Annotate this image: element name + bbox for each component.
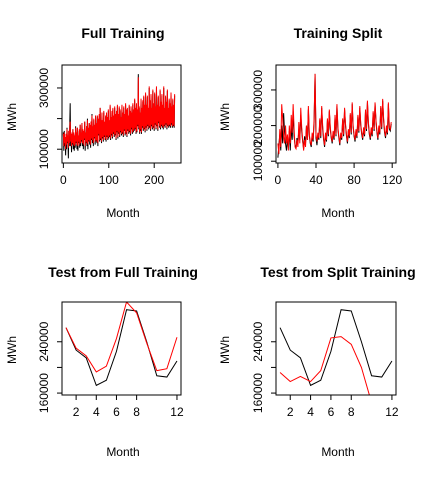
- plot-frame: [61, 301, 182, 396]
- series-line-black: [65, 309, 178, 387]
- x-tick-label: 6: [113, 405, 120, 419]
- y-axis-label: MWh: [5, 336, 19, 364]
- x-axis-label: Month: [321, 206, 354, 220]
- x-tick-label: 80: [347, 173, 361, 187]
- x-tick-label: 12: [170, 405, 184, 419]
- plot-title: Training Split: [294, 25, 383, 41]
- y-axis-label: MWh: [5, 103, 19, 131]
- series-line-red: [65, 302, 178, 373]
- plot-title: Full Training: [81, 25, 164, 41]
- y-axis-label: MWh: [218, 336, 232, 364]
- x-tick-label: 0: [275, 173, 282, 187]
- plot-frame: [275, 64, 397, 164]
- x-tick-label: 0: [60, 173, 67, 187]
- y-tick-label: 100000: [37, 129, 51, 169]
- y-tick-label: 300000: [37, 68, 51, 108]
- x-tick-label: 4: [307, 405, 314, 419]
- plot-title: Test from Full Training: [48, 264, 198, 280]
- x-tick-label: 4: [93, 405, 100, 419]
- plot-title: Test from Split Training: [260, 264, 415, 280]
- y-tick-label: 300000: [251, 70, 265, 110]
- series-line-red: [279, 336, 370, 395]
- x-tick-label: 8: [133, 405, 140, 419]
- x-axis-label: Month: [321, 445, 354, 459]
- y-tick-label: 240000: [37, 321, 51, 361]
- x-tick-label: 2: [73, 405, 80, 419]
- y-tick-label: 160000: [251, 373, 265, 413]
- y-axis-label: MWh: [218, 103, 232, 131]
- series-line-black: [279, 309, 393, 387]
- plot-test-from-full-training: Test from Full Training Month MWh 2 4 6 8 12…: [5, 264, 198, 459]
- y-tick-label: 200000: [251, 105, 265, 145]
- x-axis-label: Month: [106, 206, 139, 220]
- y-tick-label: 160000: [37, 373, 51, 413]
- series-line-red: [62, 77, 176, 150]
- y-tick-label: 240000: [251, 321, 265, 361]
- x-tick-label: 120: [382, 173, 402, 187]
- x-tick-label: 8: [348, 405, 355, 419]
- x-axis-label: Month: [106, 445, 139, 459]
- series-line-red: [277, 73, 392, 155]
- plot-full-training: Full Training Month MWh 0 100 200 100000 300…: [5, 25, 182, 220]
- x-tick-label: 100: [99, 173, 119, 187]
- x-tick-label: 200: [144, 173, 164, 187]
- x-tick-label: 12: [385, 405, 399, 419]
- plot-training-split: Training Split Month MWh 0 40 80 120 1000002…: [218, 25, 403, 220]
- plot-frame: [275, 301, 397, 396]
- x-tick-label: 40: [309, 173, 323, 187]
- x-tick-label: 6: [328, 405, 335, 419]
- x-tick-label: 2: [287, 405, 294, 419]
- plot-frame: [61, 64, 182, 164]
- y-tick-label: 100000: [251, 141, 265, 181]
